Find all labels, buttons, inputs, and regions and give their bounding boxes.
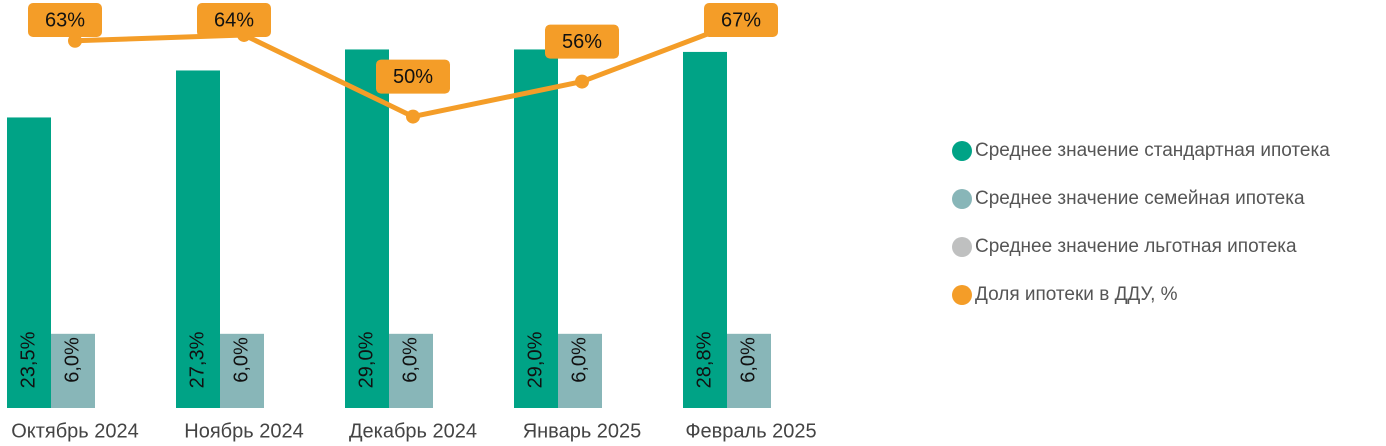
- bar: [51, 333, 95, 408]
- bar-value-label: 6,0%: [737, 337, 759, 383]
- value-label-box: [197, 3, 271, 37]
- line-value-label: 67%: [721, 9, 761, 31]
- value-label-box: [28, 3, 102, 37]
- x-tick-label: Ноябрь 2024: [184, 420, 303, 442]
- bar: [176, 70, 220, 409]
- value-label-box: [545, 24, 619, 59]
- x-tick-label: Январь 2025: [523, 420, 642, 442]
- bar: [727, 333, 771, 408]
- value-label-box: [704, 3, 778, 37]
- bar-value-label: 27,3%: [186, 331, 208, 388]
- x-tick-label: Февраль 2025: [685, 420, 816, 442]
- bar-value-label: 6,0%: [61, 337, 83, 383]
- x-tick-label: Декабрь 2024: [349, 420, 477, 442]
- bar: [558, 333, 602, 408]
- legend-label: Среднее значение стандартная ипотека: [975, 140, 1330, 161]
- bar: [345, 49, 389, 409]
- line-point: [68, 33, 82, 48]
- bar-value-label: 6,0%: [230, 337, 252, 383]
- line-point: [575, 74, 589, 89]
- bar-value-label: 29,0%: [355, 331, 377, 388]
- bar: [7, 117, 51, 409]
- legend-label: Доля ипотеки в ДДУ, %: [975, 284, 1178, 305]
- bar: [220, 333, 264, 408]
- line-value-label: 64%: [214, 9, 254, 31]
- value-label-box: [376, 59, 450, 94]
- bar: [683, 51, 727, 408]
- bar-value-label: 6,0%: [568, 337, 590, 383]
- legend-label: Среднее значение семейная ипотека: [975, 188, 1305, 209]
- legend-swatch: [952, 141, 972, 161]
- legend-swatch: [952, 285, 972, 305]
- bar: [389, 333, 433, 408]
- line-point: [406, 109, 420, 124]
- bar-value-label: 28,8%: [693, 331, 715, 388]
- legend-swatch: [952, 237, 972, 257]
- legend-label: Среднее значение льготная ипотека: [975, 236, 1297, 257]
- line-value-label: 56%: [562, 31, 602, 53]
- bar-value-label: 23,5%: [17, 331, 39, 388]
- x-tick-label: Октябрь 2024: [11, 420, 139, 442]
- line-value-label: 63%: [45, 9, 85, 31]
- bar-value-label: 29,0%: [524, 331, 546, 388]
- bar: [514, 49, 558, 409]
- line-value-label: 50%: [393, 66, 433, 88]
- bar-value-label: 6,0%: [399, 337, 421, 383]
- legend-swatch: [952, 189, 972, 209]
